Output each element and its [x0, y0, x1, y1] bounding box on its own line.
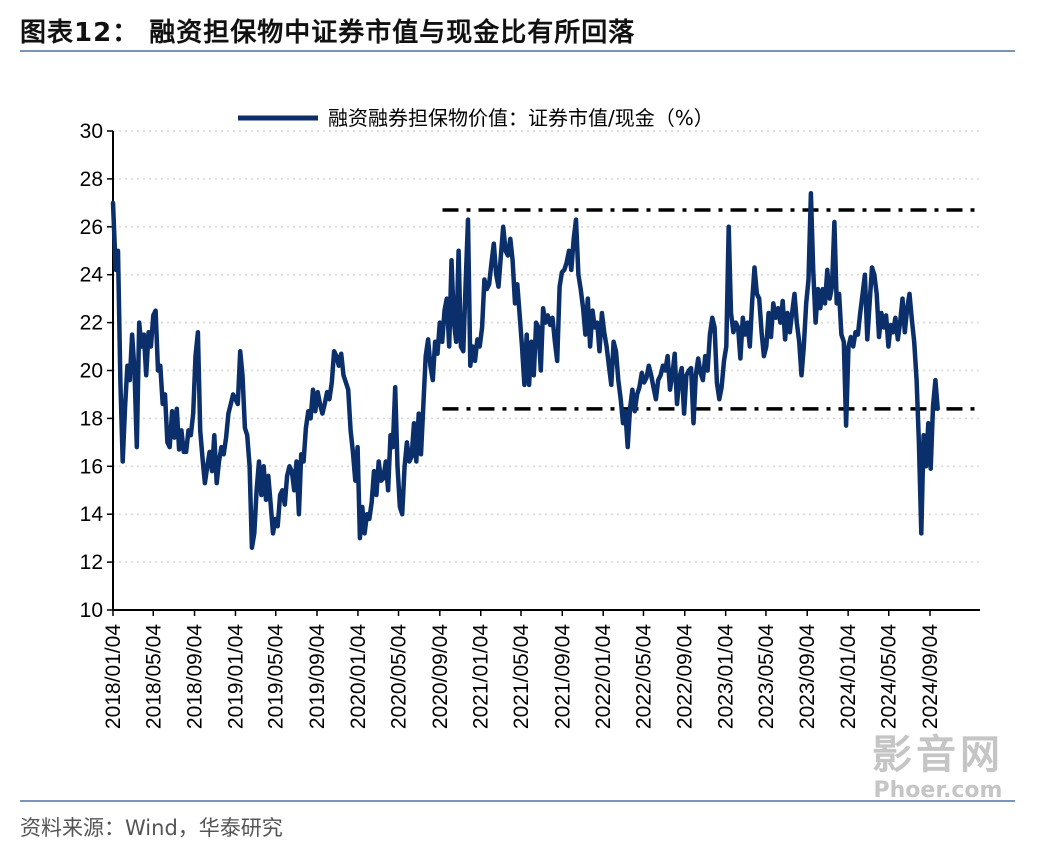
- watermark-url: Phoer.com: [873, 778, 1003, 803]
- y-tick-label: 28: [80, 168, 103, 191]
- guide-lines: [442, 208, 980, 411]
- y-tick-label: 22: [80, 312, 103, 335]
- axes: 10 12 14 16 18 20 22 24 26 28 30 2018/01/04 2018/05/…: [80, 120, 980, 729]
- x-tick-label: 2020/01/04: [347, 624, 370, 729]
- x-tick-label: 2024/01/04: [837, 624, 860, 729]
- x-tick-label: 2022/05/04: [632, 624, 655, 729]
- x-tick-label: 2021/09/04: [551, 624, 574, 729]
- y-tick-label: 18: [80, 407, 103, 430]
- y-tick-label: 24: [80, 264, 104, 287]
- x-tick-label: 2022/09/04: [674, 624, 697, 729]
- x-tick-label: 2022/01/04: [592, 624, 615, 729]
- x-tick-label: 2020/05/04: [388, 624, 411, 729]
- figure-title: 图表12： 融资担保物中证券市值与现金比有所回落: [20, 18, 636, 48]
- watermark: 影音网 Phoer.com: [872, 732, 1004, 804]
- x-tick-label: 2024/05/04: [878, 624, 901, 729]
- x-tick-label: 2019/01/04: [224, 624, 247, 729]
- x-tick-label: 2018/05/04: [142, 624, 165, 729]
- y-tick-label: 12: [80, 551, 103, 574]
- x-tick-label: 2018/01/04: [102, 624, 125, 729]
- x-tick-label: 2021/01/04: [470, 624, 493, 729]
- y-tick-label: 10: [80, 599, 103, 622]
- bottom-rule: [20, 800, 1015, 802]
- x-tick-label: 2021/05/04: [510, 624, 533, 729]
- top-rule: [20, 50, 1015, 52]
- y-tick-label: 14: [80, 503, 104, 526]
- legend: 融资融券担保物价值：证券市值/现金（%）: [238, 106, 714, 130]
- x-tick-label: 2024/09/04: [919, 624, 942, 729]
- x-tick-label: 2019/09/04: [306, 624, 329, 729]
- line-chart: 10 12 14 16 18 20 22 24 26 28 30 2018/01/04 2018/05/…: [80, 106, 980, 729]
- y-tick-label: 16: [80, 455, 103, 478]
- y-tick-label: 30: [80, 120, 103, 143]
- legend-label: 融资融券担保物价值：证券市值/现金（%）: [328, 106, 714, 130]
- x-tick-label: 2023/09/04: [796, 624, 819, 729]
- source-note: 资料来源：Wind，华泰研究: [20, 816, 283, 840]
- x-tick-label: 2018/09/04: [184, 624, 207, 729]
- watermark-text: 影音网: [872, 732, 1004, 778]
- x-tick-label: 2023/05/04: [755, 624, 778, 729]
- series: [110, 191, 940, 550]
- x-tick-label: 2023/01/04: [715, 624, 738, 729]
- x-tick-label: 2019/05/04: [265, 624, 288, 729]
- x-tick-label: 2020/09/04: [429, 624, 452, 729]
- y-tick-label: 20: [80, 360, 103, 383]
- y-tick-label: 26: [80, 216, 103, 239]
- series-line: [110, 191, 940, 550]
